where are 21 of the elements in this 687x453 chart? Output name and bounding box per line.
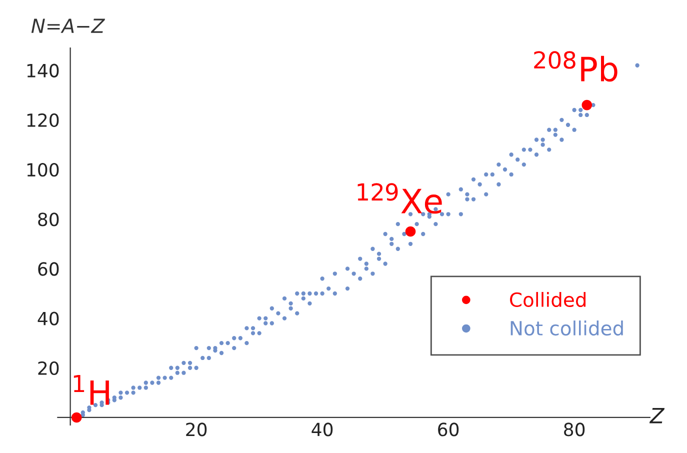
y-axis-title: N=A−Z <box>31 18 106 33</box>
x-tick-label: 60 <box>438 422 459 436</box>
annotation: $^{1}$H <box>74 374 109 405</box>
point <box>582 100 592 110</box>
x-tick-label: 80 <box>564 422 585 436</box>
annotation: $^{208}$Pb <box>534 51 618 82</box>
y-tick-label: 20 <box>38 361 59 375</box>
y-tick-label: 80 <box>38 212 59 226</box>
y-tick-label: 40 <box>38 312 59 326</box>
x-tick-label: 40 <box>312 422 333 436</box>
legend-label: Not collided <box>510 320 623 336</box>
annotation: $^{129}$Xe <box>358 183 442 214</box>
legend-label: Collided <box>510 292 586 308</box>
y-tick-label: 100 <box>27 162 59 177</box>
point <box>71 412 82 423</box>
y-tick-label: 140 <box>27 64 59 78</box>
point <box>405 226 416 237</box>
y-tick-label: 120 <box>27 113 59 128</box>
x-tick-label: 20 <box>186 422 207 436</box>
y-tick-label: 60 <box>38 262 59 276</box>
x-axis-title: Z <box>649 408 665 424</box>
